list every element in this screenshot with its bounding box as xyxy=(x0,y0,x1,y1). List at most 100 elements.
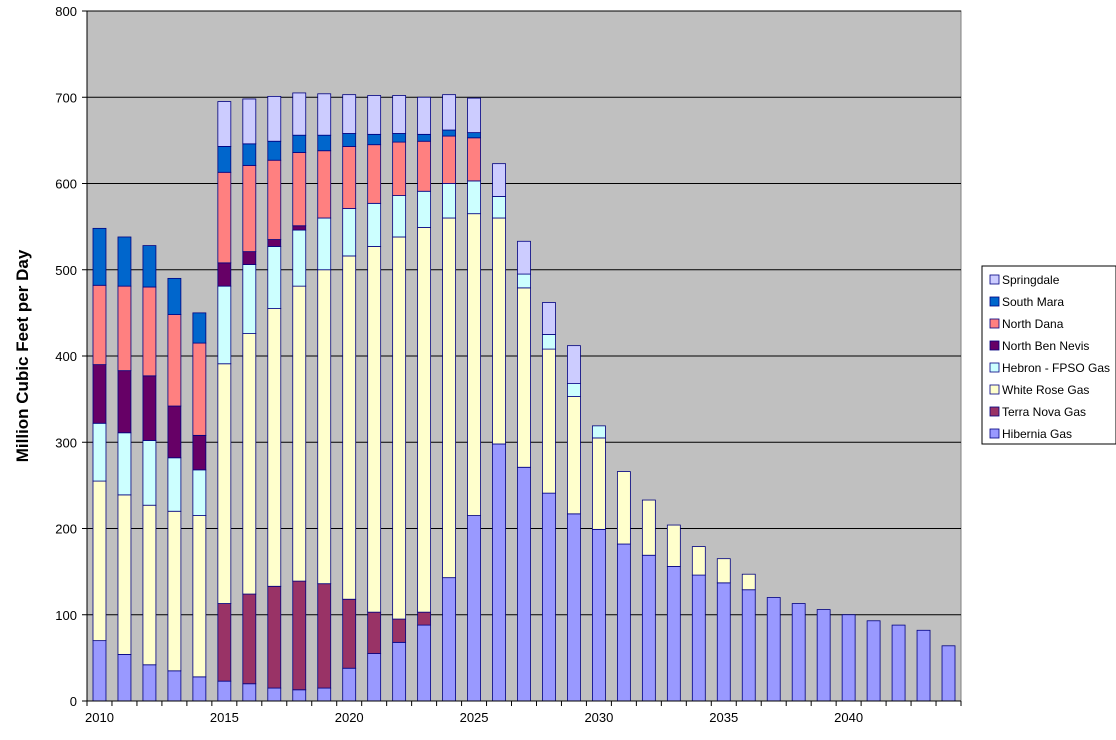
bar-segment xyxy=(666,524,681,567)
legend-swatch xyxy=(989,274,1000,285)
bar-segment xyxy=(167,405,182,459)
bar-segment xyxy=(217,171,232,264)
bar-segment xyxy=(217,262,232,287)
bar-stack xyxy=(342,94,357,702)
bar-segment xyxy=(791,603,806,702)
bar-segment xyxy=(542,334,556,350)
bar-segment xyxy=(542,492,556,702)
bar-segment xyxy=(417,611,432,626)
bar-segment xyxy=(217,101,232,147)
legend-swatch xyxy=(989,296,1000,307)
legend-label: North Dana xyxy=(1002,317,1064,331)
bar-segment xyxy=(467,515,481,702)
bar-segment xyxy=(392,236,407,620)
bar-segment xyxy=(217,285,232,365)
bar-segment xyxy=(716,582,731,702)
bar-segment xyxy=(142,245,157,288)
bar-segment xyxy=(367,133,382,146)
bar-segment xyxy=(292,285,307,582)
bar-segment xyxy=(192,312,207,344)
bar-segment xyxy=(242,333,257,595)
bar-segment xyxy=(417,96,432,135)
bar-segment xyxy=(941,645,956,702)
bar-segment xyxy=(616,471,631,545)
x-tick-label: 2030 xyxy=(584,710,613,725)
legend-item: Springdale xyxy=(989,273,1060,287)
legend-label: South Mara xyxy=(1002,295,1064,309)
bar-segment xyxy=(542,302,556,335)
bar-stack xyxy=(167,277,182,702)
bar-segment xyxy=(367,246,382,613)
bar-segment xyxy=(866,620,881,702)
bar-segment xyxy=(317,269,332,585)
bar-segment xyxy=(392,141,407,196)
x-tick-label: 2020 xyxy=(335,710,364,725)
bar-stack xyxy=(866,620,881,702)
bar-segment xyxy=(92,422,107,482)
y-tick-labels: 0 100 200 300 400 500 600 700 800 xyxy=(55,4,87,709)
bar-stack xyxy=(492,163,506,702)
bar-segment xyxy=(142,504,157,666)
bar-stack xyxy=(267,95,282,702)
legend-item: Hebron - FPSO Gas xyxy=(989,361,1110,375)
bar-segment xyxy=(841,614,856,702)
bar-segment xyxy=(242,143,257,166)
bar-segment xyxy=(467,213,481,516)
bar-segment xyxy=(367,144,382,204)
bar-segment xyxy=(517,240,531,275)
y-tick-label: 500 xyxy=(55,263,77,278)
bar-segment xyxy=(192,469,207,516)
bar-stack xyxy=(567,345,581,702)
bar-segment xyxy=(167,510,182,672)
bar-segment xyxy=(492,196,506,219)
bar-segment xyxy=(691,546,706,576)
bar-segment xyxy=(167,670,182,702)
bar-segment xyxy=(317,687,332,702)
bar-segment xyxy=(592,528,606,702)
x-tick-label: 2025 xyxy=(460,710,489,725)
bar-stack xyxy=(192,312,207,702)
bar-segment xyxy=(317,583,332,689)
bar-segment xyxy=(542,348,556,494)
bar-stack xyxy=(691,546,706,702)
bar-segment xyxy=(142,286,157,377)
bar-segment xyxy=(367,611,382,654)
bar-segment xyxy=(342,598,357,669)
bar-stack xyxy=(92,227,107,702)
bar-stack xyxy=(517,240,531,702)
bar-segment xyxy=(442,217,456,579)
bar-segment xyxy=(467,97,481,134)
legend-label: Terra Nova Gas xyxy=(1002,405,1086,419)
bar-segment xyxy=(242,264,257,334)
bar-segment xyxy=(317,217,332,271)
bar-segment xyxy=(317,134,332,152)
bar-segment xyxy=(467,137,481,182)
bar-segment xyxy=(442,94,456,131)
bar-stack xyxy=(716,558,731,702)
x-tick-label: 2040 xyxy=(834,710,863,725)
legend-label: Hibernia Gas xyxy=(1002,427,1072,441)
bar-stack xyxy=(741,573,756,702)
bar-segment xyxy=(292,580,307,691)
bar-segment xyxy=(766,597,781,702)
bar-segment xyxy=(517,287,531,468)
bar-stack xyxy=(217,101,232,702)
bar-segment xyxy=(392,641,407,702)
bar-segment xyxy=(442,183,456,219)
bar-segment xyxy=(367,653,382,702)
bar-stack xyxy=(616,471,631,702)
bar-segment xyxy=(741,573,756,591)
bar-segment xyxy=(367,95,382,135)
bar-segment xyxy=(192,676,207,702)
bar-segment xyxy=(891,624,906,702)
x-tick-label: 2015 xyxy=(210,710,239,725)
x-tick-labels: 2010 2015 2020 2025 2030 2035 2040 xyxy=(85,701,962,725)
bar-segment xyxy=(117,285,132,372)
bar-segment xyxy=(616,543,631,702)
bar-stack xyxy=(916,629,931,702)
bar-segment xyxy=(392,195,407,238)
bar-stack xyxy=(816,609,831,702)
bar-segment xyxy=(117,432,132,496)
bar-segment xyxy=(292,229,307,287)
bar-segment xyxy=(267,159,282,240)
